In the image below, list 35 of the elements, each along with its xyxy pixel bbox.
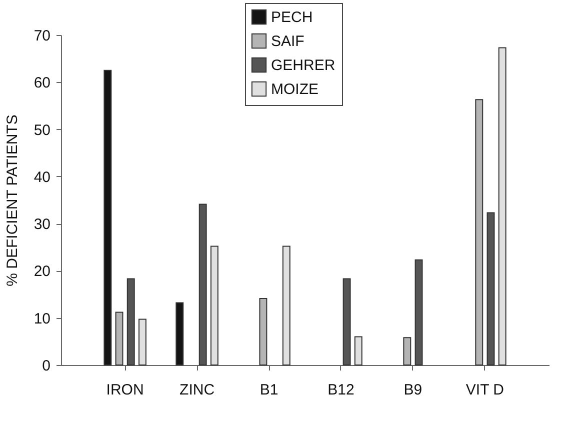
legend-label: GEHRER [271, 57, 336, 74]
bar [104, 70, 112, 366]
bar [498, 47, 506, 366]
bar [414, 259, 423, 366]
x-tick-label: ZINC [180, 382, 215, 398]
bar [259, 298, 268, 366]
y-tick-label: 20 [34, 263, 50, 280]
legend-label: SAIF [271, 33, 304, 50]
bar [282, 246, 290, 366]
bar [403, 337, 412, 366]
bar [354, 336, 362, 366]
y-axis-title: % DEFICIENT PATIENTS [4, 114, 21, 286]
y-tick-label: 60 [34, 74, 50, 92]
bar [486, 212, 495, 366]
bar [198, 204, 207, 366]
y-tick-label: 50 [34, 122, 50, 139]
bar [138, 318, 146, 366]
legend-label: PECH [271, 9, 313, 26]
x-tick-label: VIT D [466, 382, 504, 398]
y-tick-label: 10 [34, 310, 50, 328]
bar [342, 278, 351, 366]
y-tick-label: 0 [42, 358, 50, 374]
legend-label: MOIZE [271, 81, 318, 98]
bar [115, 312, 124, 366]
bar [176, 302, 184, 366]
bar [210, 246, 218, 366]
bar [475, 99, 484, 366]
x-tick-label: IRON [106, 382, 144, 398]
x-tick-label: B1 [260, 382, 278, 398]
y-tick-label: 30 [34, 216, 50, 234]
x-tick-label: B12 [328, 382, 354, 398]
bar [126, 278, 135, 366]
y-tick-label: 70 [34, 28, 50, 44]
x-tick-label: B9 [404, 382, 422, 398]
y-tick-label: 40 [34, 168, 50, 186]
